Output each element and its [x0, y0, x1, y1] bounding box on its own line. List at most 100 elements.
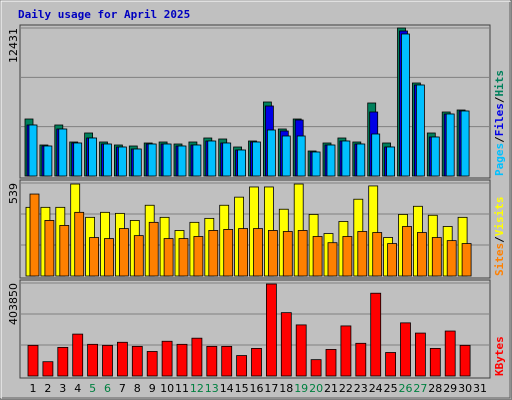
bar	[296, 135, 306, 177]
legend: Pages/Files/Hits	[493, 70, 506, 176]
bar	[431, 237, 442, 277]
bar	[206, 345, 218, 377]
x-tick-label: 5	[89, 382, 96, 395]
x-tick-label: 18	[279, 382, 293, 395]
x-tick-label: 19	[294, 382, 308, 395]
bar	[459, 344, 471, 377]
bar	[416, 232, 427, 277]
bar	[43, 145, 53, 177]
legend-entry: Files	[493, 103, 506, 136]
bar	[253, 228, 263, 277]
bar	[102, 344, 113, 377]
x-tick-label: 6	[104, 382, 111, 395]
x-tick-label: 3	[59, 382, 66, 395]
bar	[282, 231, 293, 277]
bar	[192, 144, 202, 177]
bar	[444, 330, 456, 377]
x-tick-label: 4	[74, 382, 81, 395]
bar	[58, 128, 68, 177]
x-tick-label: 7	[119, 382, 126, 395]
bar	[414, 332, 426, 377]
bar	[117, 341, 128, 377]
bar	[370, 292, 382, 377]
bar	[133, 235, 144, 277]
bar	[401, 33, 410, 177]
x-tick-label: 14	[220, 382, 234, 395]
x-tick-label: 31	[473, 382, 487, 395]
bar	[460, 110, 470, 177]
bar	[207, 140, 217, 177]
bar	[461, 243, 472, 277]
bar	[74, 211, 85, 277]
bar	[119, 228, 129, 277]
bar	[177, 145, 187, 177]
legend: KBytes	[493, 336, 506, 376]
legend-separator: /	[493, 236, 506, 243]
legend-separator: /	[493, 136, 506, 143]
y-tick-label: 12431	[7, 28, 20, 63]
bar	[59, 225, 70, 277]
x-tick-label: 17	[264, 382, 278, 395]
x-tick-label: 10	[160, 382, 174, 395]
bar	[341, 140, 351, 177]
bar	[267, 230, 278, 277]
bar	[73, 142, 83, 177]
x-tick-label: 27	[413, 382, 427, 395]
x-tick-label: 1	[30, 382, 37, 395]
bar	[131, 345, 143, 377]
bar	[326, 144, 336, 177]
bar	[400, 322, 411, 377]
x-tick-label: 12	[190, 382, 204, 395]
bar	[266, 129, 276, 177]
bar	[193, 236, 204, 277]
chart-title: Daily usage for April 2025	[18, 8, 190, 21]
bar	[280, 312, 292, 377]
bar	[28, 124, 38, 177]
bar	[44, 220, 55, 277]
legend-entry: KBytes	[493, 336, 506, 376]
x-tick-label: 15	[235, 382, 249, 395]
bar	[445, 113, 455, 177]
bar	[312, 236, 323, 277]
legend-entry: Hits	[493, 70, 506, 97]
x-tick-label: 25	[384, 382, 398, 395]
x-tick-label: 11	[175, 382, 189, 395]
bar	[191, 337, 203, 377]
bar	[387, 243, 398, 277]
bar	[147, 143, 157, 177]
x-tick-label: 21	[324, 382, 338, 395]
x-tick-label: 8	[134, 382, 141, 395]
bar	[163, 238, 174, 277]
bar	[132, 148, 142, 177]
bar	[356, 143, 366, 177]
bar	[238, 228, 249, 277]
bar	[89, 237, 99, 277]
x-tick-label: 22	[339, 382, 353, 395]
bar	[236, 355, 248, 377]
bar	[57, 346, 69, 377]
bar	[251, 348, 262, 377]
x-tick-label: 13	[205, 382, 219, 395]
y-tick-label: 539	[7, 183, 20, 204]
x-tick-label: 24	[369, 382, 383, 395]
bar	[371, 133, 381, 177]
bar	[42, 361, 54, 377]
x-tick-label: 29	[443, 382, 457, 395]
bar	[208, 230, 219, 277]
bar	[87, 343, 98, 377]
bar	[222, 142, 232, 177]
bar	[310, 359, 322, 377]
bar	[281, 135, 291, 177]
bar	[252, 141, 261, 177]
legend-separator: /	[493, 96, 506, 103]
bar	[265, 283, 277, 377]
bar	[72, 333, 84, 377]
bar	[221, 345, 233, 377]
bar	[118, 146, 127, 177]
x-tick-label: 26	[399, 382, 413, 395]
legend-entry: Pages	[493, 143, 506, 176]
bar	[104, 238, 114, 277]
